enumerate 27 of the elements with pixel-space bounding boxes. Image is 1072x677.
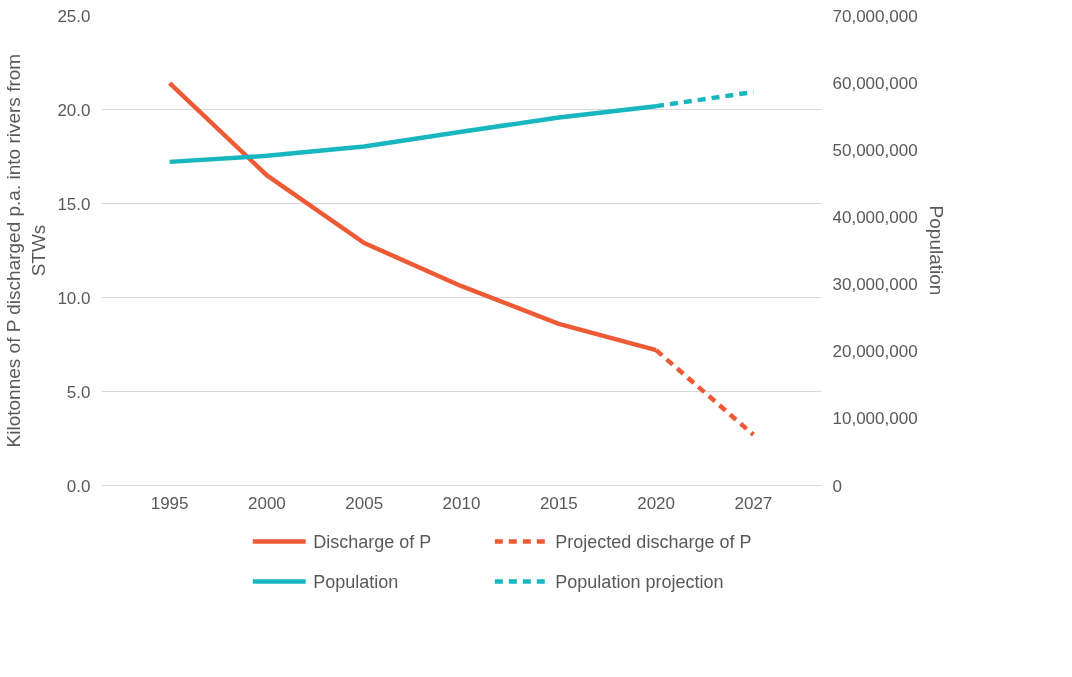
y-tick-label: 20.0 [57,100,91,120]
legend-label: Population projection [555,571,724,592]
y2-tick-label: 20,000,000 [832,342,918,362]
y-tick-label: 5.0 [66,382,91,402]
x-tick-label: 2010 [442,493,481,513]
y2-tick-label: 40,000,000 [832,207,918,227]
x-tick-label: 2005 [345,493,384,513]
x-tick-label: 1995 [150,493,189,513]
y-tick-label: 25.0 [57,6,91,26]
legend-label: Population [313,571,399,592]
x-tick-label: 2020 [637,493,676,513]
y2-tick-label: 70,000,000 [832,6,918,26]
x-tick-label: 2000 [248,493,286,513]
y2-axis-title: Population [925,205,947,296]
y2-tick-label: 10,000,000 [832,409,918,429]
legend-label: Projected discharge of P [555,531,752,552]
y-tick-label: 15.0 [57,194,91,214]
y2-tick-label: 30,000,000 [832,275,918,295]
y-tick-label: 0.0 [66,476,91,496]
y2-tick-label: 0 [832,476,842,496]
legend-label: Discharge of P [313,531,432,552]
y-axis-title: Kilotonnes of P discharged p.a. into rivers from STWs [3,53,50,448]
x-tick-label: 2027 [734,493,773,513]
y-tick-label: 10.0 [57,288,91,308]
y2-tick-label: 60,000,000 [832,73,918,93]
y2-tick-label: 50,000,000 [832,140,918,160]
x-tick-label: 2015 [539,493,578,513]
